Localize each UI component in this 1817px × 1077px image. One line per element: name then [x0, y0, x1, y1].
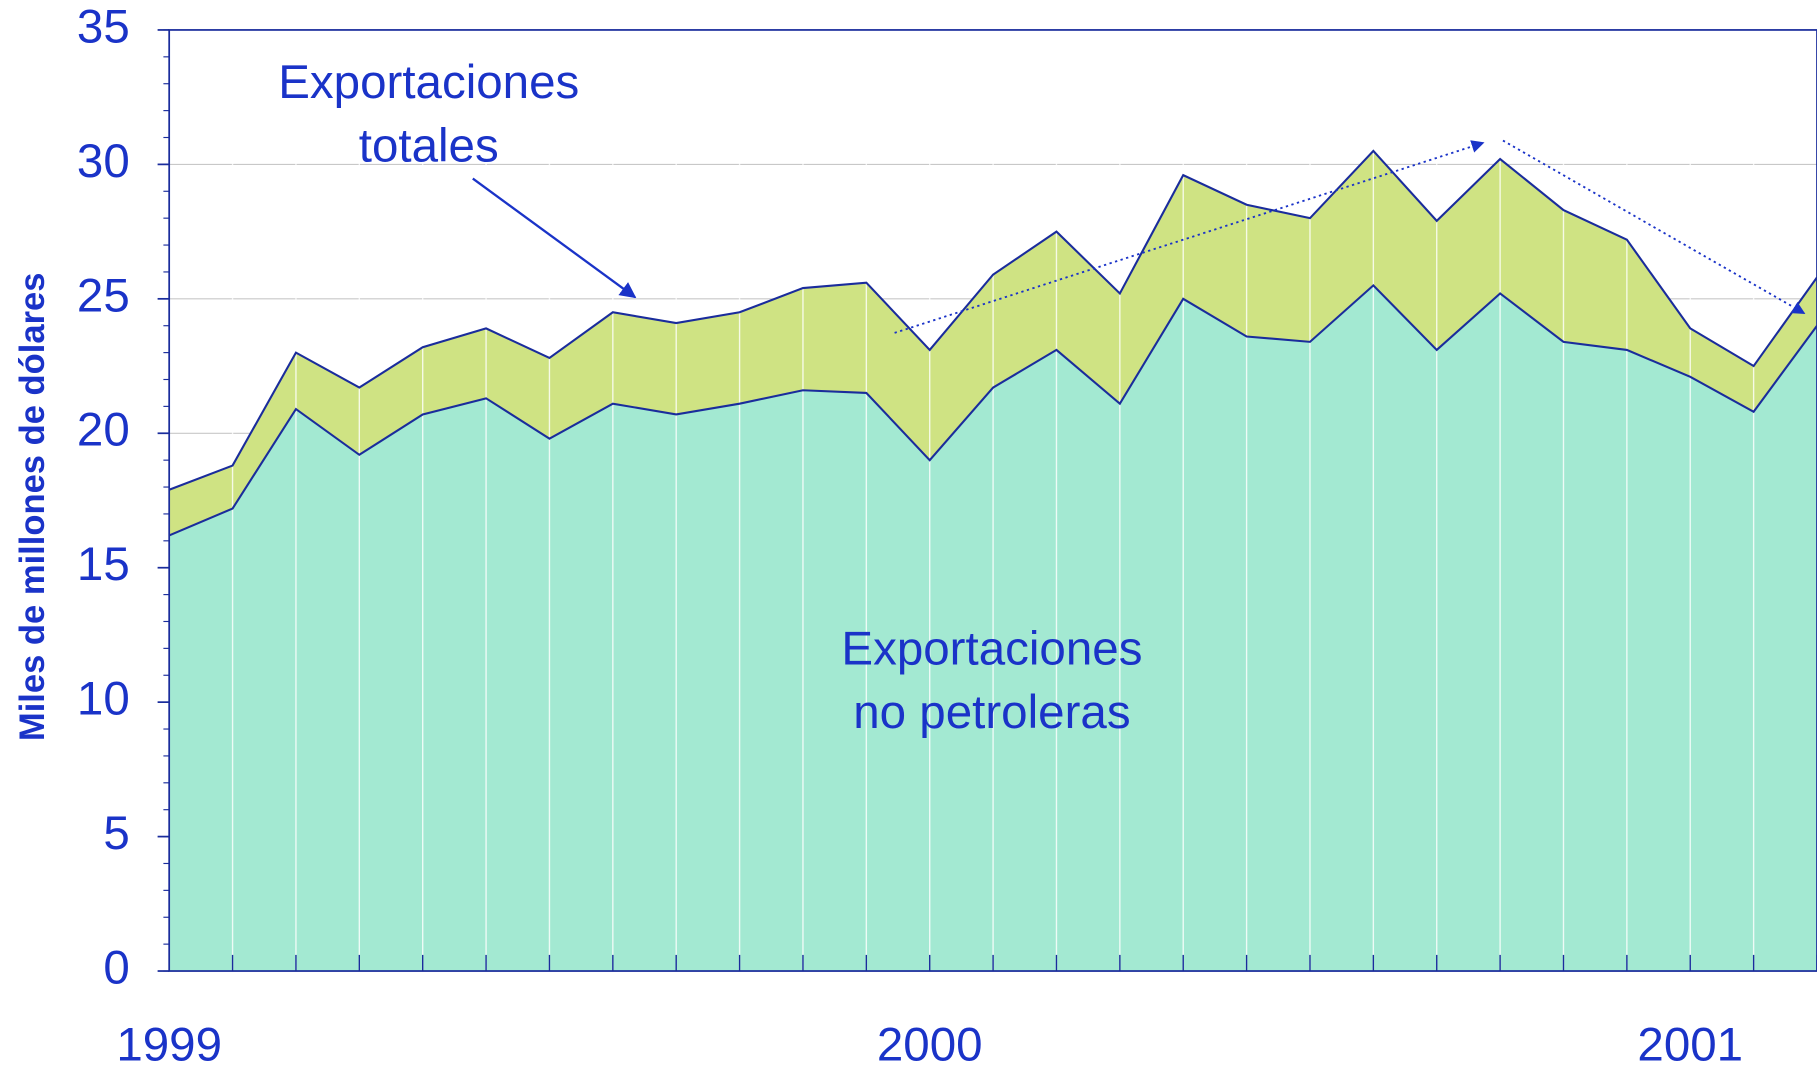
y-axis-label: Miles de millones de dólares — [14, 273, 52, 742]
x-tick-label: 1999 — [116, 1019, 222, 1072]
x-tick-label: 2001 — [1637, 1019, 1743, 1072]
y-tick-label: 5 — [103, 807, 129, 860]
trend-arrow — [894, 140, 1485, 334]
trend-arrow — [1502, 139, 1806, 315]
y-tick-label: 20 — [77, 404, 130, 457]
y-tick-label: 25 — [77, 269, 130, 322]
series-line — [168, 283, 1817, 537]
plot-area — [168, 29, 1817, 972]
y-tick-label: 0 — [103, 942, 129, 995]
y-tick-label: 15 — [77, 538, 130, 591]
series-line — [168, 149, 1817, 491]
y-tick-label: 10 — [77, 673, 130, 726]
series-label: Exportaciones totales — [278, 55, 580, 172]
overlay: Miles de millones de dólares Exportacion… — [14, 1, 1817, 1072]
series-label-box: Exportaciones totales — [278, 55, 580, 172]
series-label-box: Exportaciones no petroleras — [841, 622, 1143, 739]
annotation-arrow — [472, 177, 637, 299]
series-label: Exportaciones no petroleras — [841, 622, 1143, 739]
x-tick-label: 2000 — [877, 1019, 983, 1072]
y-tick-label: 35 — [77, 1, 130, 54]
y-tick-label: 30 — [77, 135, 130, 188]
